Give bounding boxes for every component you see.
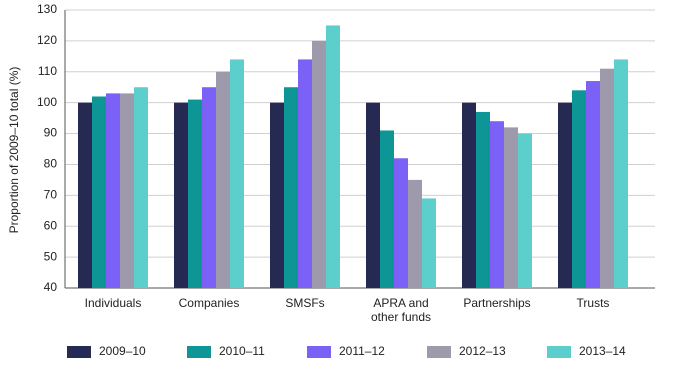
bar	[476, 111, 490, 288]
y-tick-label: 100	[37, 95, 57, 109]
x-tick-label: APRA and other funds	[370, 296, 432, 324]
bar	[366, 102, 380, 289]
bar	[504, 127, 518, 288]
bar	[78, 102, 92, 289]
y-tick-label: 50	[44, 249, 58, 263]
legend-swatch	[187, 346, 211, 358]
legend-label: 2011–12	[339, 344, 385, 358]
bar	[408, 179, 422, 288]
bar	[600, 68, 614, 288]
x-tick-label: Partnerships	[463, 296, 531, 310]
bar	[230, 59, 244, 288]
legend-label: 2013–14	[579, 344, 626, 358]
bar	[270, 102, 284, 289]
bar	[298, 59, 312, 288]
x-tick-label: Individuals	[84, 296, 142, 310]
x-tick-label: Trusts	[576, 296, 610, 310]
legend-swatch	[427, 346, 451, 358]
bar	[614, 59, 628, 288]
bar	[490, 121, 504, 288]
bar	[394, 158, 408, 288]
bar	[106, 93, 120, 289]
bar	[326, 25, 340, 288]
bar	[202, 87, 216, 288]
y-tick-label: 130	[37, 2, 57, 16]
y-tick-label: 60	[44, 218, 58, 232]
y-tick-label: 120	[37, 33, 57, 47]
bar	[120, 93, 134, 289]
bar	[518, 133, 532, 288]
bar	[422, 198, 436, 288]
legend-label: 2012–13	[459, 344, 506, 358]
y-tick-label: 70	[44, 188, 58, 202]
bar	[558, 102, 572, 289]
legend-swatch	[67, 346, 91, 358]
y-axis-label: Proportion of 2009–10 total (%)	[7, 67, 21, 234]
x-tick-label: Companies	[178, 296, 240, 310]
bar	[586, 81, 600, 289]
bar	[188, 99, 202, 288]
bar	[312, 40, 326, 289]
legend-label: 2009–10	[99, 344, 146, 358]
legend-swatch	[547, 346, 571, 358]
bar	[284, 87, 298, 288]
bar	[174, 102, 188, 289]
bar	[462, 102, 476, 289]
y-tick-label: 90	[44, 126, 58, 140]
legend-label: 2010–11	[219, 344, 265, 358]
y-tick-label: 80	[44, 157, 58, 171]
x-tick-label: SMSFs	[285, 296, 325, 310]
bar	[380, 130, 394, 288]
bar	[134, 87, 148, 288]
bar	[216, 71, 230, 289]
y-tick-label: 110	[38, 64, 57, 78]
legend-swatch	[307, 346, 331, 358]
bar	[92, 96, 106, 288]
bar	[572, 90, 586, 288]
y-tick-label: 40	[44, 280, 58, 294]
